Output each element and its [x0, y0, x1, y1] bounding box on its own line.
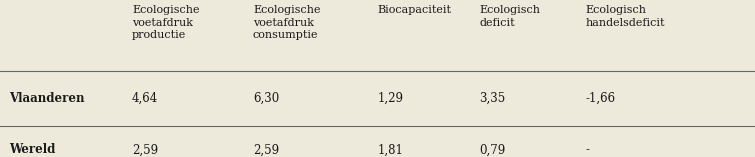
Text: Wereld: Wereld [9, 143, 55, 156]
Text: 1,81: 1,81 [378, 143, 403, 156]
Text: Ecologisch
handelsdeficit: Ecologisch handelsdeficit [585, 5, 664, 27]
Text: 4,64: 4,64 [132, 92, 159, 105]
Text: 2,59: 2,59 [132, 143, 159, 156]
Text: Biocapaciteit: Biocapaciteit [378, 5, 451, 15]
Text: 0,79: 0,79 [479, 143, 506, 156]
Text: -1,66: -1,66 [585, 92, 615, 105]
Text: 3,35: 3,35 [479, 92, 506, 105]
Text: 2,59: 2,59 [253, 143, 279, 156]
Text: Vlaanderen: Vlaanderen [9, 92, 85, 105]
Text: 6,30: 6,30 [253, 92, 279, 105]
Text: 1,29: 1,29 [378, 92, 403, 105]
Text: Ecologisch
deficit: Ecologisch deficit [479, 5, 541, 27]
Text: -: - [585, 143, 589, 156]
Text: Ecologische
voetafdruk
productie: Ecologische voetafdruk productie [132, 5, 199, 40]
Text: Ecologische
voetafdruk
consumptie: Ecologische voetafdruk consumptie [253, 5, 320, 40]
